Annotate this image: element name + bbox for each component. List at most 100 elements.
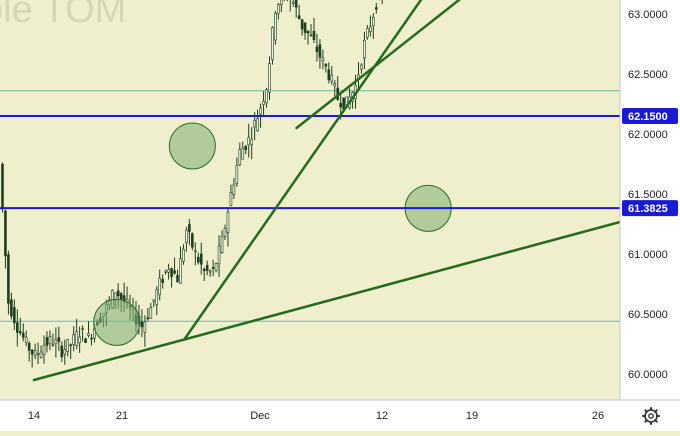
candle-body	[241, 147, 245, 160]
candle-body	[330, 74, 334, 82]
candle-body	[21, 332, 25, 338]
candle-body	[10, 299, 13, 317]
x-tick-label: Dec	[250, 410, 270, 422]
gear-icon[interactable]	[642, 407, 660, 425]
candle-body	[277, 4, 280, 14]
candle-body	[321, 57, 325, 62]
candle-body	[374, 7, 378, 10]
candle-body	[244, 145, 248, 151]
candle-body	[339, 102, 342, 108]
candle-body	[63, 349, 67, 355]
candle-body	[69, 344, 73, 347]
candle-body	[1, 163, 4, 210]
candle-body	[155, 289, 159, 305]
candle-body	[250, 138, 253, 146]
x-axis-panel[interactable]	[0, 400, 620, 431]
candle-body	[309, 34, 313, 37]
candle-body	[247, 137, 251, 146]
x-tick-label: 26	[592, 410, 604, 422]
y-axis-price-label: 61.3825	[622, 200, 678, 217]
candle-body	[45, 337, 49, 346]
candle-body	[315, 46, 319, 52]
candle-body	[119, 293, 123, 300]
candle-body	[256, 118, 259, 132]
candle-body	[4, 210, 7, 257]
candle-body	[300, 19, 304, 30]
highlight-circle	[168, 122, 216, 170]
candle-body	[48, 336, 52, 344]
y-tick-label: 60.5000	[628, 309, 668, 321]
candle-body	[291, 1, 295, 4]
candle-body	[303, 22, 307, 33]
y-tick-label: 61.5000	[628, 189, 668, 201]
candle-body	[214, 263, 218, 271]
candle-body	[54, 339, 58, 345]
candle-body	[51, 343, 55, 346]
plot-background	[0, 0, 620, 400]
candle-body	[327, 69, 331, 81]
candle-body	[146, 317, 150, 320]
trend-line[interactable]	[184, 0, 670, 340]
trend-line[interactable]	[32, 204, 680, 382]
candle-body	[194, 250, 197, 253]
candle-body	[372, 17, 375, 26]
candle-body	[24, 336, 28, 344]
candle-body	[75, 331, 78, 346]
candle-body	[202, 268, 206, 272]
candle-body	[18, 331, 22, 334]
y-tick-label: 61.0000	[628, 249, 668, 261]
candle-body	[294, 0, 298, 8]
candle-body	[211, 267, 215, 269]
candle-body	[87, 332, 90, 336]
candle-body	[27, 343, 31, 351]
x-tick-label: 21	[116, 410, 128, 422]
candle-body	[369, 26, 372, 32]
candle-body	[176, 275, 179, 283]
candle-body	[268, 63, 271, 93]
candle-body	[42, 344, 46, 355]
candle-body	[318, 44, 322, 58]
x-tick-label: 14	[28, 410, 40, 422]
candle-body	[7, 254, 10, 304]
candle-body	[196, 256, 200, 263]
candle-body	[226, 211, 230, 233]
candle-body	[185, 229, 188, 243]
candle-body	[33, 350, 37, 357]
x-tick-label: 12	[376, 410, 388, 422]
candle-body	[265, 89, 268, 104]
candle-body	[143, 321, 147, 333]
candle-body	[179, 258, 182, 284]
candle-body	[363, 39, 366, 59]
candle-body	[140, 321, 144, 328]
candle-body	[16, 322, 19, 333]
candle-body	[152, 299, 156, 302]
candle-body	[72, 334, 75, 345]
trend-line[interactable]	[295, 0, 586, 130]
candle-body	[253, 120, 256, 128]
highlight-circles	[93, 122, 452, 346]
candle-body	[39, 351, 43, 358]
candle-body	[60, 345, 64, 358]
candle-body	[36, 353, 40, 355]
candle-body	[149, 307, 153, 319]
x-axis-ticks: 14 21 Dec 12 19 26	[28, 410, 604, 422]
candle-body	[161, 278, 164, 283]
candle-body	[191, 233, 194, 248]
candle-body	[205, 265, 209, 271]
candle-body	[360, 64, 363, 70]
candle-body	[66, 339, 70, 352]
candle-body	[30, 349, 34, 355]
x-tick-label: 19	[466, 410, 478, 422]
trend-lines[interactable]	[32, 0, 680, 382]
svg-text:61.3825: 61.3825	[628, 203, 668, 215]
candle-body	[81, 328, 84, 330]
symbol-watermark: ble TOM	[0, 0, 126, 31]
candle-body	[173, 270, 176, 274]
candle-body	[220, 236, 224, 254]
candle-body	[324, 63, 328, 67]
candle-body	[342, 97, 345, 110]
candle-body	[188, 224, 191, 232]
